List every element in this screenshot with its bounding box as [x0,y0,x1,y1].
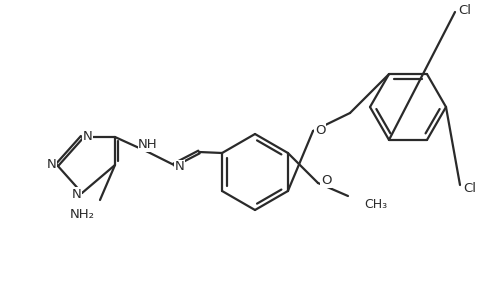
Text: O: O [315,123,326,136]
Text: N: N [71,187,81,201]
Text: Cl: Cl [458,4,471,16]
Text: CH₃: CH₃ [364,198,387,210]
Text: Cl: Cl [463,181,476,195]
Text: O: O [321,175,331,187]
Text: NH: NH [138,138,158,151]
Text: N: N [175,161,185,173]
Text: NH₂: NH₂ [70,209,94,221]
Text: N: N [46,159,56,172]
Text: N: N [83,131,93,144]
